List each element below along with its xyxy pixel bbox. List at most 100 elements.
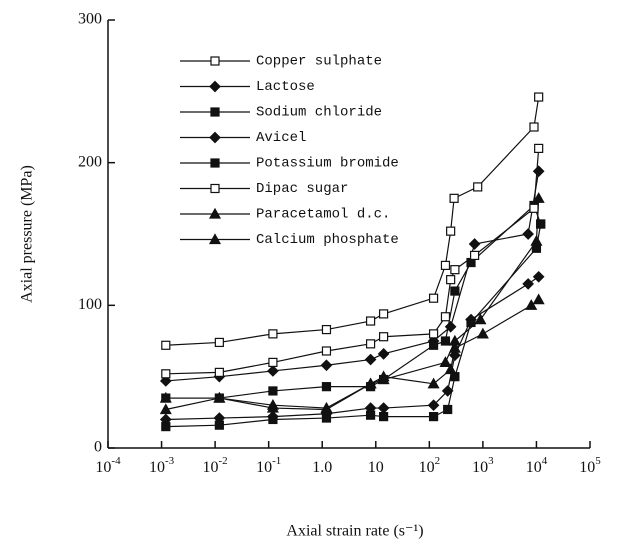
marker (522, 228, 534, 240)
x-tick-label: 103 (472, 455, 494, 476)
series-line (165, 299, 540, 411)
marker (268, 357, 278, 367)
marker (365, 339, 376, 349)
marker (159, 375, 172, 387)
x-tick-base: 10 (472, 459, 488, 476)
legend-label: Lactose (256, 79, 315, 95)
x-tick-exponent: -4 (111, 455, 121, 467)
x-tick-base: 1.0 (312, 459, 332, 476)
y-tick-label: 200 (78, 153, 102, 170)
marker (525, 299, 538, 310)
y-axis-label: Axial pressure (MPa) (19, 165, 36, 303)
marker (320, 359, 333, 372)
series-line (165, 171, 540, 382)
marker (428, 412, 439, 422)
marker (534, 143, 544, 153)
x-tick-label: 1.0 (312, 459, 332, 476)
legend-label: Sodium chloride (256, 105, 382, 121)
marker (427, 399, 440, 412)
legend-label: Avicel (256, 130, 306, 146)
marker (530, 234, 543, 246)
y-tick-label: 0 (94, 439, 102, 456)
marker (474, 313, 487, 325)
legend-label: Potassium bromide (256, 156, 399, 172)
x-tick-exponent: -3 (165, 455, 175, 467)
x-tick-exponent: 2 (435, 455, 441, 467)
marker (529, 122, 539, 132)
marker (161, 340, 171, 350)
marker (532, 270, 545, 283)
marker (443, 404, 453, 415)
marker (466, 317, 476, 328)
marker (440, 312, 451, 322)
legend-marker (210, 56, 220, 66)
marker (213, 391, 226, 403)
marker (450, 286, 460, 296)
x-tick-base: 10 (579, 459, 595, 476)
x-tick-base: 10 (95, 459, 111, 476)
marker (214, 420, 224, 430)
x-tick-base: 10 (203, 459, 219, 476)
marker (439, 356, 452, 367)
x-tick-label: 10-4 (95, 455, 121, 476)
x-tick-base: 10 (368, 459, 384, 476)
marker (468, 238, 481, 250)
series-line (165, 223, 542, 428)
x-tick-exponent: -1 (272, 455, 281, 467)
legend-label: Calcium phosphate (256, 232, 399, 248)
marker (320, 401, 333, 413)
x-tick-label: 104 (526, 455, 548, 476)
legend-marker (209, 131, 221, 144)
y-tick-label: 300 (78, 11, 102, 28)
marker (444, 363, 457, 375)
x-tick-exponent: 5 (595, 455, 601, 467)
marker (379, 332, 389, 342)
marker (428, 293, 439, 303)
marker (268, 329, 278, 339)
marker (377, 402, 390, 414)
x-tick-label: 10 (368, 459, 384, 476)
marker (440, 336, 451, 346)
marker (536, 219, 546, 229)
marker (473, 182, 483, 192)
x-tick-label: 102 (419, 455, 441, 476)
marker (266, 398, 279, 410)
marker (377, 347, 390, 360)
marker (321, 413, 332, 423)
x-axis-label: Axial strain rate (s⁻¹) (286, 523, 423, 540)
marker (441, 385, 454, 397)
x-tick-label: 10-2 (203, 455, 228, 476)
marker (321, 382, 332, 392)
legend-marker (208, 207, 222, 219)
series-line (165, 204, 542, 399)
x-tick-label: 105 (579, 455, 601, 476)
marker (532, 165, 545, 178)
marker (364, 353, 377, 366)
marker (428, 329, 439, 339)
marker (379, 309, 389, 319)
marker (321, 346, 332, 356)
marker (476, 327, 489, 339)
marker (161, 422, 171, 432)
marker (428, 340, 439, 350)
marker (522, 278, 534, 290)
x-tick-exponent: 4 (542, 455, 548, 467)
x-tick-exponent: 3 (488, 455, 494, 467)
marker (365, 316, 376, 326)
marker (321, 324, 332, 335)
marker (534, 92, 544, 102)
marker (427, 377, 440, 389)
marker (268, 386, 278, 396)
x-tick-label: 10-3 (149, 455, 175, 476)
marker (532, 293, 545, 305)
marker (214, 367, 224, 377)
marker (469, 250, 480, 260)
marker (364, 377, 377, 389)
marker (377, 373, 390, 385)
marker (159, 391, 172, 403)
marker (529, 203, 539, 213)
y-tick-label: 100 (78, 296, 102, 313)
legend-marker (208, 233, 222, 245)
legend-marker (210, 183, 220, 194)
marker (365, 410, 376, 420)
